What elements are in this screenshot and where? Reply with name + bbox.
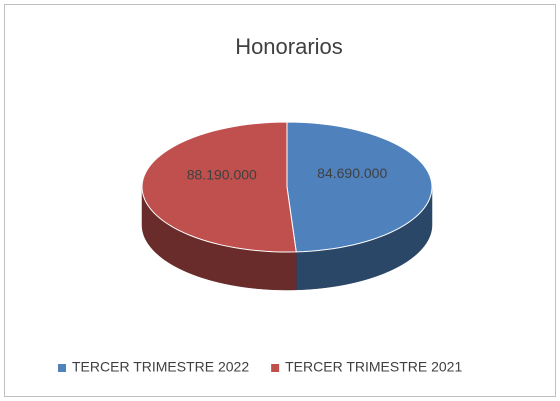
pie-slice: [286, 121, 433, 253]
legend-swatch: [58, 364, 66, 372]
pie-slice: [141, 121, 297, 253]
legend-swatch: [271, 364, 280, 372]
data-label: 84.690.000: [317, 165, 387, 181]
data-label: 88.190.000: [187, 167, 257, 183]
legend-label: TERCER TRIMESTRE 2022: [72, 359, 249, 375]
legend-label: TERCER TRIMESTRE 2021: [285, 359, 462, 375]
chart-title: Honorarios: [235, 34, 343, 59]
